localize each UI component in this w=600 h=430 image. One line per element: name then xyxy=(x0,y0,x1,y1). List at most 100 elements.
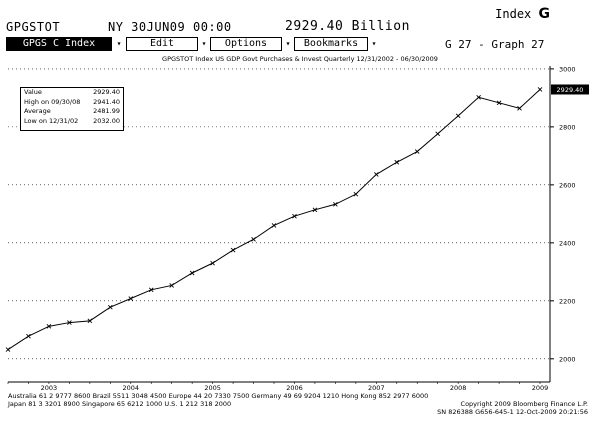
y-tick-label: 2400 xyxy=(559,239,576,247)
data-point xyxy=(353,191,359,197)
data-point xyxy=(169,283,175,288)
data-point xyxy=(414,149,420,154)
data-point xyxy=(394,159,400,165)
data-point xyxy=(26,333,31,339)
chart-title: GPGSTOT Index US GDP Govt Purchases & In… xyxy=(162,55,438,63)
data-point xyxy=(189,270,195,276)
data-point-stroke xyxy=(189,270,195,276)
bookmarks-menu[interactable]: Bookmarks xyxy=(294,37,368,51)
chevron-down-icon[interactable]: ▾ xyxy=(371,39,377,48)
data-point xyxy=(333,201,338,207)
edit-menu[interactable]: Edit xyxy=(126,37,198,51)
data-point xyxy=(230,247,236,253)
data-point xyxy=(455,113,461,119)
index-field-label: GPGS C Index xyxy=(22,38,96,49)
data-point-stroke xyxy=(169,283,175,288)
chevron-down-icon[interactable]: ▾ xyxy=(285,39,291,48)
stats-legend: Value 2929.40 High on 09/30/08 2941.40 Ave… xyxy=(20,87,124,131)
x-tick-label: 2004 xyxy=(122,384,139,392)
bookmarks-label: Bookmarks xyxy=(303,38,359,49)
data-point-stroke xyxy=(271,223,277,228)
data-point xyxy=(435,131,441,137)
data-point-stroke xyxy=(353,191,359,197)
data-point-stroke xyxy=(292,213,297,219)
stat-value: 2929.40 xyxy=(93,88,120,96)
options-label: Options xyxy=(224,38,268,49)
data-point-stroke xyxy=(476,94,481,100)
data-point-stroke xyxy=(46,324,52,329)
data-point-stroke xyxy=(537,87,543,92)
data-point xyxy=(517,106,522,111)
graph-number-label: G 27 - Graph 27 xyxy=(445,38,545,51)
data-point-stroke xyxy=(210,260,215,266)
data-point-stroke xyxy=(435,131,441,137)
x-tick-label: 2005 xyxy=(204,384,221,392)
data-point xyxy=(128,296,134,301)
data-point-stroke xyxy=(394,159,400,165)
stat-label: Low on 12/31/02 xyxy=(24,116,79,125)
data-point-stroke xyxy=(373,172,379,177)
y-tick-label: 3000 xyxy=(559,65,576,73)
chevron-down-icon[interactable]: ▾ xyxy=(201,39,207,48)
footer-contacts: Australia 61 2 9777 8600 Brazil 5511 304… xyxy=(8,392,429,408)
last-value-tag xyxy=(551,84,589,95)
data-point xyxy=(87,318,93,324)
options-menu[interactable]: Options xyxy=(210,37,282,51)
data-markers xyxy=(5,87,543,352)
data-point-stroke xyxy=(414,149,420,154)
x-tick-label: 2008 xyxy=(450,384,467,392)
data-point-stroke xyxy=(517,106,522,111)
x-tick-label: 2009 xyxy=(532,384,549,392)
x-tick-label: 2006 xyxy=(286,384,303,392)
headline-date: NY 30JUN09 00:00 xyxy=(108,20,232,34)
x-tick-label: 2007 xyxy=(368,384,385,392)
y-tick-label: 2600 xyxy=(559,181,576,189)
serial-text: SN 826388 G656-645-1 12-Oct-2009 20:21:5… xyxy=(437,407,588,416)
data-point xyxy=(46,324,52,329)
y-tick-label: 2800 xyxy=(559,123,576,131)
data-point-stroke xyxy=(107,304,113,310)
stat-row-low: Low on 12/31/02 2032.00 xyxy=(21,117,123,127)
x-tick-label: 2003 xyxy=(41,384,58,392)
data-point-stroke xyxy=(128,296,134,301)
index-indicator: Index G xyxy=(495,6,550,22)
index-field[interactable]: GPGS C Index xyxy=(6,37,112,51)
data-point xyxy=(67,320,72,325)
ticker-symbol: GPGSTOT xyxy=(6,20,61,34)
data-point xyxy=(496,100,502,106)
index-key: G xyxy=(538,6,551,22)
stat-value: 2481.99 xyxy=(93,107,120,115)
data-point-stroke xyxy=(496,100,502,106)
stat-value: 2032.00 xyxy=(93,116,120,125)
data-point xyxy=(537,87,543,92)
data-point-stroke xyxy=(67,320,72,325)
data-point-stroke xyxy=(251,237,256,242)
chevron-down-icon[interactable]: ▾ xyxy=(116,39,122,48)
stat-row-value: Value 2929.40 xyxy=(21,88,123,98)
data-point xyxy=(373,172,379,177)
axes xyxy=(7,66,554,384)
data-point xyxy=(312,207,318,213)
copyright-text: Copyright 2009 Bloomberg Finance L.P. xyxy=(460,400,588,408)
data-point-stroke xyxy=(148,287,154,293)
data-point xyxy=(107,304,113,310)
headline-value: 2929.40 Billion xyxy=(285,19,410,34)
data-point-stroke xyxy=(455,113,461,119)
stat-label: Value xyxy=(24,88,42,96)
footer-line-1: Australia 61 2 9777 8600 Brazil 5511 304… xyxy=(8,392,429,400)
stat-row-average: Average 2481.99 xyxy=(21,107,123,117)
data-point-stroke xyxy=(312,207,318,213)
footer-line-2: Japan 81 3 3201 8900 Singapore 65 6212 1… xyxy=(8,399,232,408)
data-point-stroke xyxy=(333,201,338,207)
y-tick-label: 2000 xyxy=(559,355,576,363)
data-point xyxy=(271,223,277,228)
index-label: Index xyxy=(495,7,532,21)
data-point-stroke xyxy=(230,247,236,253)
data-point xyxy=(210,260,215,266)
footer-copyright: Copyright 2009 Bloomberg Finance L.P. SN… xyxy=(437,400,588,416)
data-point xyxy=(251,237,256,242)
data-point-stroke xyxy=(5,347,11,352)
data-point xyxy=(292,213,297,219)
stat-label: Average xyxy=(24,107,51,115)
